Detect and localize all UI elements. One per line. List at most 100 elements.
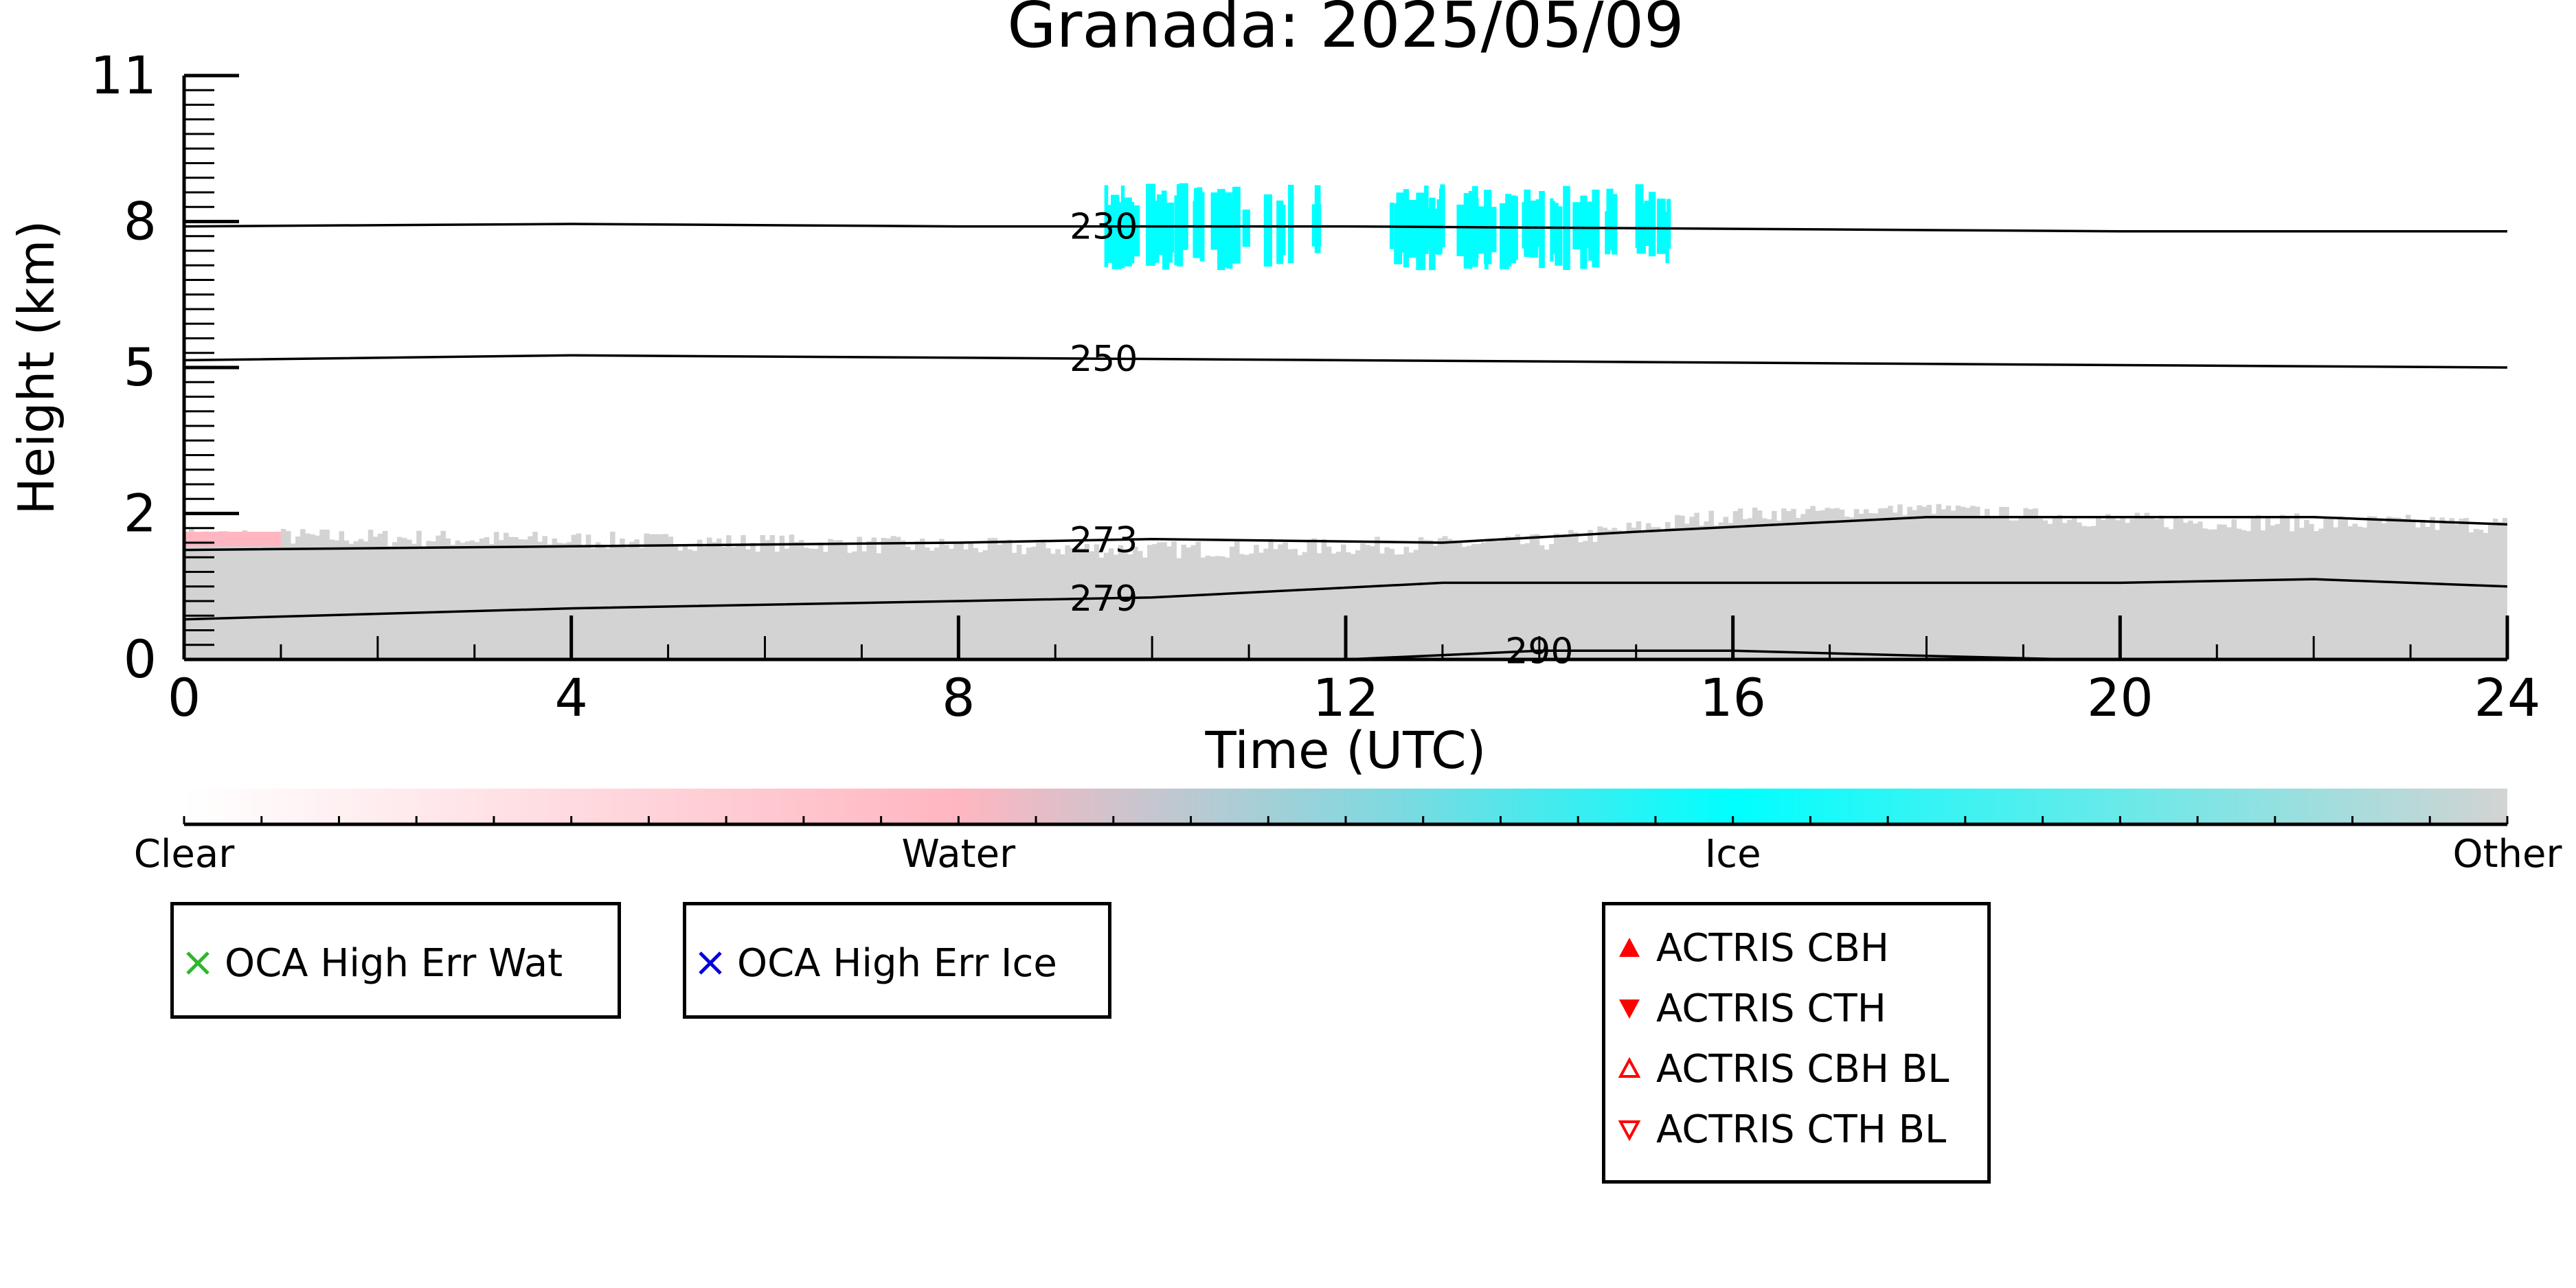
cloud-column xyxy=(2415,527,2421,659)
cloud-column xyxy=(498,540,504,659)
cloud-column xyxy=(978,552,984,659)
cloud-column xyxy=(2430,517,2435,659)
ice-streak xyxy=(1572,202,1581,249)
cloud-column xyxy=(701,546,708,659)
cloud-column xyxy=(1389,549,1394,659)
cloud-column xyxy=(1442,536,1448,659)
y-tick-label: 8 xyxy=(124,191,157,252)
cloud-column xyxy=(1853,509,1860,659)
ice-streak xyxy=(1539,207,1544,254)
cloud-column xyxy=(1766,519,1772,659)
ice-streak xyxy=(1217,189,1225,271)
cloud-column xyxy=(450,545,456,659)
ice-streak xyxy=(1490,207,1497,253)
cloud-column xyxy=(493,532,499,659)
cloud-column xyxy=(266,544,272,659)
cloud-column xyxy=(939,539,945,659)
cloud-column xyxy=(673,545,679,659)
cloud-column xyxy=(2318,528,2324,659)
cloud-column xyxy=(382,530,388,659)
cloud-column xyxy=(823,552,828,659)
cloud-column xyxy=(2323,518,2329,659)
cloud-column xyxy=(1713,525,1719,659)
cloud-column xyxy=(639,547,644,659)
cloud-column xyxy=(2081,526,2087,659)
cloud-column xyxy=(1273,549,1278,659)
cloud-column xyxy=(919,539,925,659)
cloud-column xyxy=(716,539,722,659)
cloud-column xyxy=(1626,522,1632,659)
cloud-column xyxy=(1190,545,1197,659)
cloud-column xyxy=(1500,539,1506,659)
x-axis-label: Time (UTC) xyxy=(1204,721,1486,780)
cloud-column xyxy=(1931,513,1937,659)
cloud-column xyxy=(2163,527,2169,659)
cloud-column xyxy=(2352,523,2358,659)
cloud-column xyxy=(1800,514,1806,659)
cloud-column xyxy=(2454,524,2460,659)
cloud-column xyxy=(590,548,596,659)
ice-streak xyxy=(1588,209,1594,261)
cloud-column xyxy=(2284,517,2290,659)
chart-title: Granada: 2025/05/09 xyxy=(1007,0,1684,62)
cloud-column xyxy=(793,542,800,659)
cloud-column xyxy=(1805,509,1811,659)
cloud-column xyxy=(1761,518,1767,659)
ice-streak xyxy=(1555,206,1563,266)
cloud-column xyxy=(1539,545,1545,659)
cloud-column xyxy=(2425,526,2430,659)
cloud-column xyxy=(1553,533,1559,659)
cloud-column xyxy=(1205,555,1211,659)
cloud-column xyxy=(242,530,248,659)
cloud-column xyxy=(2110,516,2116,659)
contour-label: 230 xyxy=(1070,207,1138,248)
cloud-column xyxy=(895,536,901,659)
cloud-column xyxy=(1660,530,1666,659)
cloud-column xyxy=(1772,510,1777,659)
ice-streak xyxy=(1592,202,1599,264)
cloud-column xyxy=(407,539,412,659)
y-tick-label: 2 xyxy=(124,483,157,544)
legend-entry: ACTRIS CTH BL xyxy=(1605,1099,1987,1160)
cloud-column xyxy=(881,538,887,659)
cloud-column xyxy=(1360,543,1366,659)
ice-streak xyxy=(1263,194,1272,267)
cloud-column xyxy=(2052,516,2058,659)
cloud-column xyxy=(1394,554,1400,659)
cloud-column xyxy=(2197,521,2203,659)
cloud-column xyxy=(1403,547,1410,659)
x-tick-label: 8 xyxy=(942,667,975,728)
cloud-column xyxy=(194,539,199,659)
cloud-column xyxy=(552,538,558,659)
cloud-column xyxy=(1302,552,1308,659)
cloud-column xyxy=(615,545,620,659)
legend-oca-water: OCA High Err Wat xyxy=(170,902,621,1019)
cloud-column xyxy=(2478,530,2484,659)
cloud-column xyxy=(2439,517,2445,659)
cloud-column xyxy=(1616,530,1623,659)
cloud-column xyxy=(1268,539,1274,659)
y-tick-label: 0 xyxy=(124,629,157,690)
ice-streak xyxy=(1232,186,1241,264)
cloud-column xyxy=(1283,542,1288,659)
ice-streak xyxy=(1648,192,1656,257)
legend-label: ACTRIS CBH BL xyxy=(1656,1046,1950,1092)
cloud-column xyxy=(1214,556,1221,659)
colorbar xyxy=(183,789,2509,826)
cloud-patch xyxy=(184,532,281,547)
cloud-column xyxy=(513,536,519,659)
cloud-column xyxy=(818,542,824,659)
ice-streak xyxy=(1438,188,1443,254)
cloud-column xyxy=(2255,515,2261,659)
cloud-column xyxy=(1563,534,1569,659)
cloud-column xyxy=(2246,531,2252,659)
cloud-column xyxy=(2260,530,2266,659)
x-mark-icon xyxy=(186,951,210,975)
cloud-column xyxy=(760,534,765,659)
cloud-column xyxy=(1863,509,1869,659)
cloud-column xyxy=(634,539,640,659)
cloud-column xyxy=(2381,523,2387,659)
cloud-column xyxy=(315,535,320,659)
cloud-column xyxy=(1495,541,1501,659)
cloud-column xyxy=(2018,517,2024,659)
